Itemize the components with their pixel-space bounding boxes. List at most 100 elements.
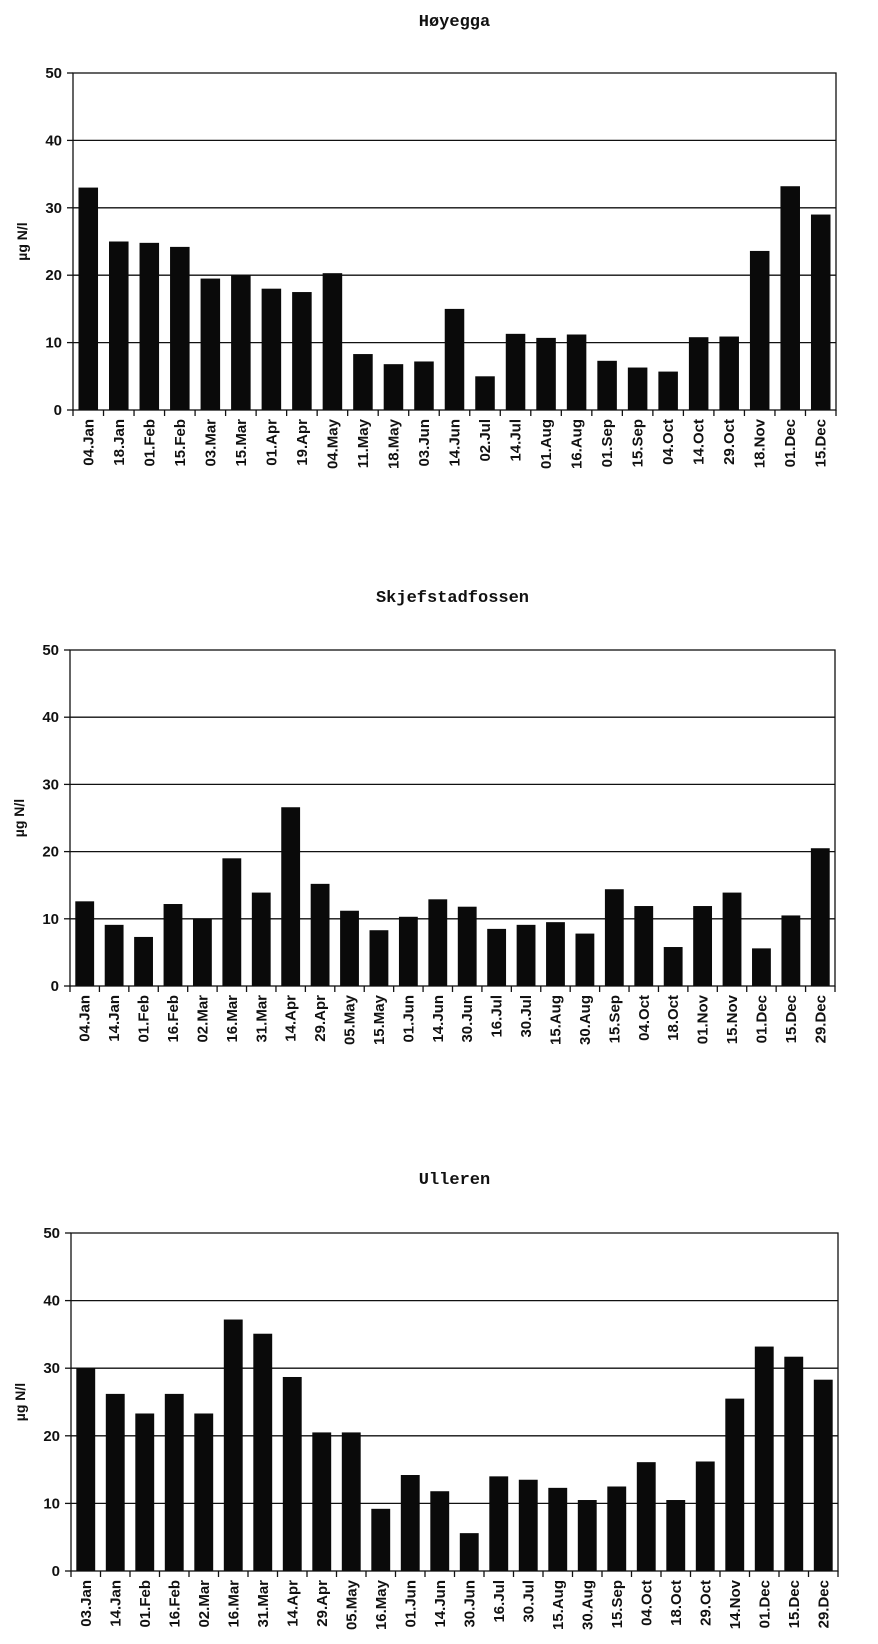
chart-2-bar <box>489 1476 509 1571</box>
chart-0-bar <box>383 364 404 410</box>
chart-0-bar <box>505 333 526 410</box>
chart-1-xtick-label: 14.Apr <box>283 995 300 1042</box>
chart-2-bar <box>725 1398 745 1571</box>
chart-0-xtick-label: 18.May <box>385 418 402 469</box>
chart-2-xtick-label: 02.Mar <box>196 1580 213 1628</box>
chart-2-bar <box>76 1368 96 1571</box>
chart-2-ytick-label: 0 <box>52 1563 60 1580</box>
chart-0-bar <box>780 186 800 410</box>
chart-0-ytick-label: 10 <box>45 335 62 352</box>
chart-0-bar <box>231 275 251 410</box>
chart-0-bar <box>749 250 770 410</box>
chart-1-bar <box>604 889 624 986</box>
chart-1-bar <box>251 892 271 986</box>
chart-0-bar <box>627 367 648 410</box>
chart-1-bar <box>722 892 742 986</box>
chart-1-xtick-label: 16.Feb <box>165 995 182 1043</box>
chart-2-bar <box>135 1413 155 1571</box>
chart-1-xtick-label: 04.Oct <box>636 995 653 1041</box>
chart-0-bar <box>353 354 373 410</box>
chart-0-bar <box>444 308 465 410</box>
chart-0-title: Høyegga <box>419 13 490 32</box>
chart-1-ytick-label: 40 <box>42 709 59 726</box>
chart-1-xtick-label: 30.Jul <box>518 995 535 1038</box>
chart-2-bar <box>695 1461 715 1571</box>
chart-1-xtick-label: 14.Jan <box>106 995 123 1042</box>
chart-0-xtick-label: 04.Oct <box>660 419 677 465</box>
chart-2-xtick-label: 29.Oct <box>697 1580 714 1626</box>
chart-2-bar <box>253 1333 273 1571</box>
chart-0-xtick-label: 01.Dec <box>782 419 799 467</box>
chart-2-y-axis-label: µg N/l <box>12 1383 28 1421</box>
chart-1-xtick-label: 29.Apr <box>312 995 329 1042</box>
chart-2-bar <box>282 1376 302 1571</box>
chart-1-bar <box>104 924 124 986</box>
chart-2-xtick-label: 01.Feb <box>137 1580 154 1628</box>
chart-0-bar <box>414 361 434 410</box>
chart-2-xtick-label: 03.Jan <box>78 1580 95 1627</box>
chart-1-bar <box>516 924 536 986</box>
chart-2-bar <box>607 1486 627 1571</box>
chart-1-xtick-label: 30.Jun <box>459 995 476 1043</box>
chart-1-bar <box>810 848 830 986</box>
chart-2-xtick-label: 30.Jun <box>461 1580 478 1628</box>
chart-2-xtick-label: 14.Jun <box>432 1580 449 1628</box>
chart-1-xtick-label: 04.Jan <box>77 995 94 1042</box>
chart-0-xtick-label: 14.Jun <box>447 419 464 467</box>
chart-1-xtick-label: 01.Nov <box>695 994 712 1044</box>
chart-2-xtick-label: 14.Apr <box>284 1580 301 1627</box>
chart-2-xtick-label: 16.May <box>373 1579 390 1630</box>
chart-2-bar <box>666 1500 686 1571</box>
chart-0-ytick-label: 20 <box>45 267 62 284</box>
chart-2-title: Ulleren <box>419 1171 490 1190</box>
chart-2-bar <box>105 1393 125 1571</box>
chart-0-bar <box>536 337 556 410</box>
chart-0-xtick-label: 01.Sep <box>599 419 616 467</box>
chart-0-xtick-label: 01.Aug <box>538 419 555 469</box>
chart-0-xtick-label: 18.Jan <box>111 419 128 466</box>
chart-2-xtick-label: 01.Jun <box>402 1580 419 1628</box>
chart-1-xtick-label: 02.Mar <box>194 995 211 1043</box>
chart-0-bar <box>658 371 678 410</box>
chart-1-xtick-label: 30.Aug <box>577 995 594 1045</box>
chart-2-xtick-label: 18.Oct <box>668 1580 685 1626</box>
chart-0-bar <box>109 241 129 410</box>
chart-0-bar <box>292 292 312 410</box>
chart-0-bar <box>719 336 739 410</box>
chart-1-ytick-label: 10 <box>42 911 59 928</box>
chart-1-bar <box>222 858 242 986</box>
chart-1-xtick-label: 31.Mar <box>253 995 270 1043</box>
chart-1-xtick-label: 15.Aug <box>547 995 564 1045</box>
chart-0-bar <box>200 278 221 410</box>
chart-0-xtick-label: 15.Sep <box>630 419 647 467</box>
chart-2-ytick-label: 10 <box>43 1495 60 1512</box>
chart-0-bar <box>170 246 190 410</box>
chart-2-xtick-label: 31.Mar <box>255 1580 272 1628</box>
chart-2-xtick-label: 29.Apr <box>314 1580 331 1627</box>
chart-2-ytick-label: 20 <box>43 1428 60 1445</box>
chart-2-bar <box>223 1319 243 1571</box>
chart-0-xtick-label: 16.Aug <box>569 419 586 469</box>
chart-1-xtick-label: 01.Jun <box>400 995 417 1043</box>
chart-1-bar <box>340 910 359 986</box>
chart-2-xtick-label: 16.Jul <box>491 1580 508 1623</box>
chart-2-bar <box>400 1475 420 1571</box>
chart-1-bar <box>281 807 301 986</box>
chart-1-bar <box>487 928 507 986</box>
chart-0-xtick-label: 11.May <box>355 418 372 468</box>
chart-1-xtick-label: 15.May <box>371 994 388 1045</box>
chart-0-xtick-label: 04.Jan <box>80 419 97 466</box>
chart-1-bar <box>428 899 448 986</box>
chart-1-ytick-label: 30 <box>42 776 59 793</box>
chart-2-bar <box>194 1413 214 1571</box>
chart-0-xtick-label: 29.Oct <box>721 419 738 465</box>
chart-2-xtick-label: 30.Aug <box>579 1580 596 1630</box>
chart-2-xtick-label: 29.Dec <box>815 1580 832 1628</box>
chart-1-ytick-label: 0 <box>51 978 59 995</box>
chart-0-bar <box>261 288 282 410</box>
chart-2-bar <box>518 1479 538 1571</box>
chart-2-bar <box>459 1533 479 1571</box>
chart-1-bar <box>163 904 183 986</box>
chart-0-xtick-label: 01.Feb <box>141 419 158 467</box>
chart-0-ytick-label: 30 <box>45 200 62 217</box>
